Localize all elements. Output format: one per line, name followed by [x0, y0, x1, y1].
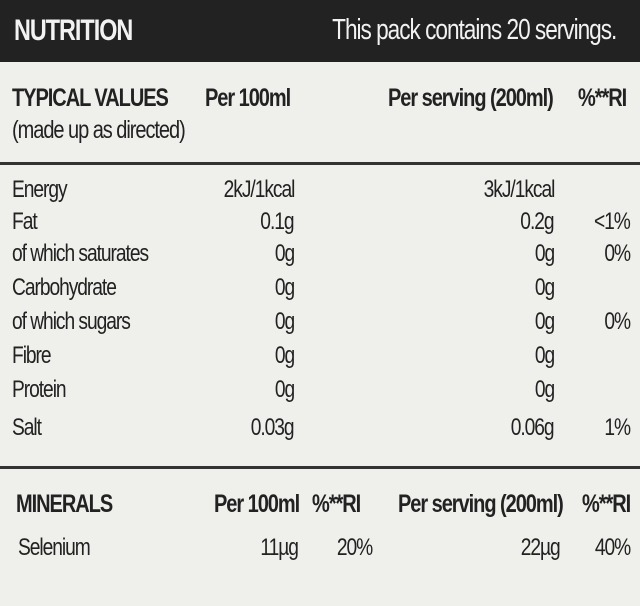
nutrient-serving: 0g	[534, 308, 555, 335]
nutrition-header: NUTRITION This pack contains 20 servings…	[0, 0, 640, 62]
nutrient-per100: 0g	[274, 240, 295, 267]
minerals-heading: MINERALS	[16, 490, 113, 518]
nutrient-serving: 0g	[534, 240, 555, 267]
nutrient-per100: 0.1g	[260, 208, 295, 235]
minerals-col-ri2: %**RI	[581, 490, 631, 518]
nutrient-per100: 0g	[274, 376, 295, 403]
col-ri-header: %**RI	[577, 84, 627, 112]
nutrition-title: NUTRITION	[14, 14, 133, 47]
typical-values-heading: TYPICAL VALUES	[12, 84, 169, 112]
nutrient-label: Protein	[12, 376, 67, 403]
nutrient-label: Energy	[12, 176, 68, 203]
mineral-serving: 22µg	[521, 534, 561, 561]
minerals-col-per100: Per 100ml	[214, 490, 300, 518]
nutrient-label: Salt	[12, 414, 42, 441]
nutrient-serving: 0.06g	[511, 414, 555, 441]
servings-note: This pack contains 20 servings.	[331, 14, 617, 46]
mineral-per100: 11µg	[260, 534, 299, 561]
mineral-ri1: 20%	[336, 534, 373, 561]
nutrient-per100: 0.03g	[251, 414, 295, 441]
nutrient-ri: 0%	[604, 308, 631, 335]
nutrient-serving: 0g	[534, 376, 555, 403]
nutrient-ri: <1%	[594, 208, 631, 235]
nutrient-serving: 0g	[534, 342, 555, 369]
nutrient-label: Fibre	[12, 342, 52, 369]
divider-bottom	[0, 466, 640, 469]
minerals-col-ri1: %**RI	[312, 490, 361, 518]
nutrient-per100: 0g	[274, 274, 295, 301]
nutrient-serving: 3kJ/1kcal	[483, 176, 555, 203]
nutrient-serving: 0g	[534, 274, 555, 301]
nutrient-ri: 1%	[604, 414, 631, 441]
nutrient-serving: 0.2g	[520, 208, 555, 235]
col-per100-header: Per 100ml	[205, 84, 291, 112]
mineral-ri2: 40%	[594, 534, 631, 561]
nutrient-label: Carbohydrate	[12, 274, 117, 301]
nutrient-ri: 0%	[604, 240, 631, 267]
nutrient-label: Fat	[12, 208, 38, 235]
made-up-note: (made up as directed)	[12, 116, 186, 144]
nutrient-label: of which sugars	[12, 308, 131, 335]
col-serving-header: Per serving (200ml)	[388, 84, 554, 112]
minerals-col-serving: Per serving (200ml)	[398, 490, 564, 518]
divider-top	[0, 162, 640, 165]
nutrient-per100: 0g	[274, 308, 295, 335]
nutrient-label: of which saturates	[12, 240, 149, 267]
mineral-label: Selenium	[18, 534, 91, 561]
nutrient-per100: 2kJ/1kcal	[223, 176, 295, 203]
nutrient-per100: 0g	[274, 342, 295, 369]
